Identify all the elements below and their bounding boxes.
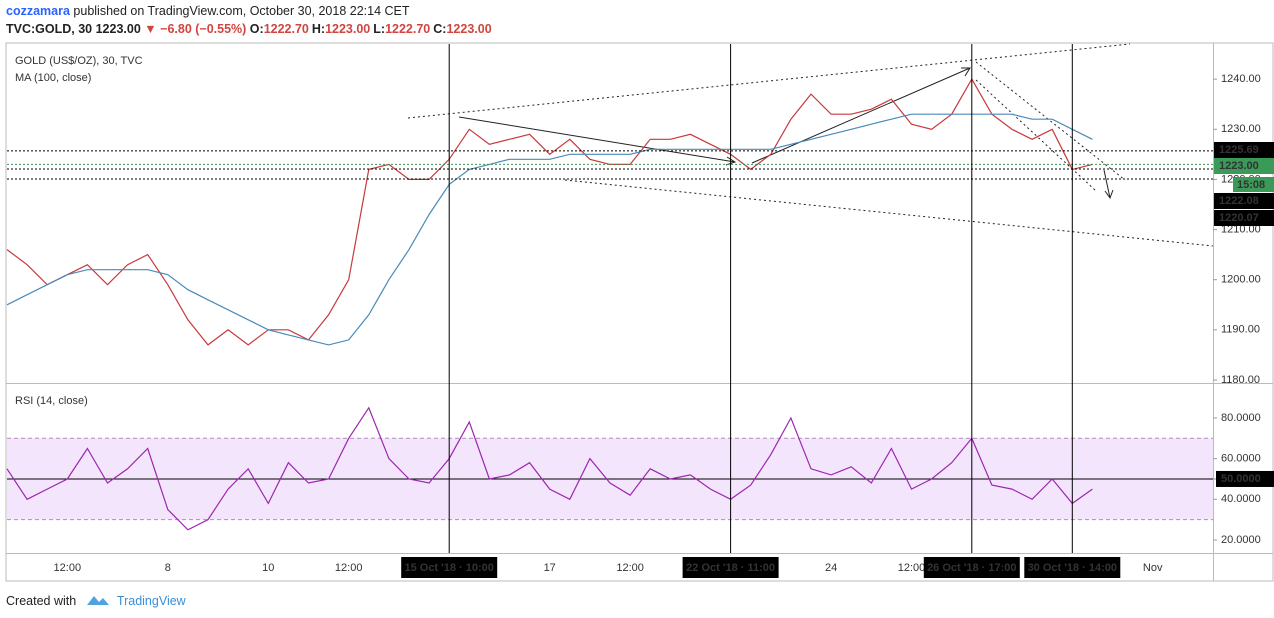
arrow-line	[751, 67, 971, 164]
arrow-line	[1103, 169, 1111, 199]
x-label-box	[923, 557, 1020, 578]
x-tick-label: 12:00	[616, 562, 644, 574]
logo-shape	[86, 596, 109, 605]
y-tick-label: 1230.00	[1221, 123, 1261, 135]
author: cozzamara	[6, 4, 70, 18]
x-tick-label: 22 Oct '18 · 11:00	[686, 562, 775, 574]
x-tick-label: 12:00	[898, 562, 926, 574]
panel-title: GOLD (US$/OZ), 30, TVC	[15, 55, 143, 67]
ohlc-value: 1222.70	[263, 22, 309, 36]
x-label-box	[1024, 557, 1121, 578]
change: −6.80 (−0.55%)	[160, 22, 247, 36]
header-line: cozzamara published on TradingView.com, …	[6, 4, 410, 18]
y-tick-label: 20.0000	[1221, 534, 1261, 546]
price-label-box	[1214, 158, 1274, 174]
trendline	[564, 179, 1214, 247]
countdown: 15:08	[1237, 179, 1265, 191]
symbol: TVC:GOLD, 30	[6, 22, 93, 36]
frame	[5, 42, 1274, 582]
price-label: 1223.00	[1219, 160, 1259, 172]
x-tick-label: 17	[544, 562, 556, 574]
panel-subtitle: MA (100, close)	[15, 72, 91, 84]
tick-label-box	[1216, 470, 1274, 487]
published: published on TradingView.com, October 30…	[73, 4, 410, 18]
x-label-box	[682, 557, 779, 578]
ohlc-key: C:	[433, 22, 447, 36]
x-label-box	[401, 557, 498, 578]
y-tick-label: 1240.00	[1221, 73, 1261, 85]
x-tick-label: 10	[262, 562, 274, 574]
x-tick-label: 8	[165, 562, 171, 574]
series-line	[6, 77, 1093, 346]
quote-line: TVC:GOLD, 30 1223.00 ▼ −6.80 (−0.55%) O:…	[6, 22, 495, 36]
x-tick-label: 30 Oct '18 · 14:00	[1028, 562, 1117, 574]
last: 1223.00	[95, 22, 141, 36]
down-arrow: ▼	[144, 22, 157, 36]
y-tick-label: 80.0000	[1221, 412, 1261, 424]
logo	[86, 596, 109, 605]
price-label: 1225.69	[1219, 144, 1259, 156]
ohlc-value: 1223.00	[446, 22, 492, 36]
price-label: 1222.08	[1219, 195, 1259, 207]
panel-title: RSI (14, close)	[15, 395, 88, 407]
x-tick-label: 24	[825, 562, 837, 574]
x-tick-label: 26 Oct '18 · 17:00	[927, 562, 1016, 574]
countdown-box	[1233, 177, 1274, 192]
created-with: Created with	[6, 594, 77, 608]
chart: 1180.001190.001200.001210.001220.001230.…	[5, 42, 1274, 582]
trendline	[975, 79, 1096, 191]
price-label-box	[1214, 193, 1274, 209]
x-tick-label: 12:00	[54, 562, 82, 574]
trendline	[975, 61, 1126, 181]
x-tick-label: 15 Oct '18 · 10:00	[404, 562, 493, 574]
arrow-line	[458, 116, 736, 163]
series-line	[6, 406, 1093, 531]
brand[interactable]: TradingView	[116, 594, 186, 608]
y-tick-label: 1190.00	[1221, 324, 1260, 336]
drawings	[407, 43, 1214, 247]
y-tick-label: 60.0000	[1221, 453, 1261, 465]
x-tick-label: Nov	[1143, 562, 1163, 574]
series-line	[6, 113, 1093, 346]
price-label-box	[1214, 142, 1274, 158]
y-tick-label: 50.0000	[1221, 473, 1261, 485]
price-label: 1220.07	[1219, 212, 1259, 224]
ohlc: O:1222.70 H:1223.00 L:1222.70 C:1223.00	[250, 22, 495, 36]
trendline	[407, 43, 1131, 119]
arrow-head	[961, 67, 971, 77]
x-tick-label: 12:00	[335, 562, 363, 574]
ohlc-key: L:	[373, 22, 386, 36]
y-tick-label: 1180.00	[1221, 374, 1260, 386]
y-tick-label: 1200.00	[1221, 274, 1261, 286]
ohlc-value: 1223.00	[325, 22, 371, 36]
y-tick-label: 40.0000	[1221, 493, 1261, 505]
footer: Created with TradingView	[6, 594, 186, 608]
price-label-box	[1214, 210, 1274, 226]
ohlc-value: 1222.70	[385, 22, 431, 36]
arrow-head	[1104, 189, 1114, 200]
ohlc-key: H:	[311, 22, 326, 36]
ohlc-key: O:	[249, 22, 264, 36]
y-tick-label: 1210.00	[1221, 223, 1261, 235]
